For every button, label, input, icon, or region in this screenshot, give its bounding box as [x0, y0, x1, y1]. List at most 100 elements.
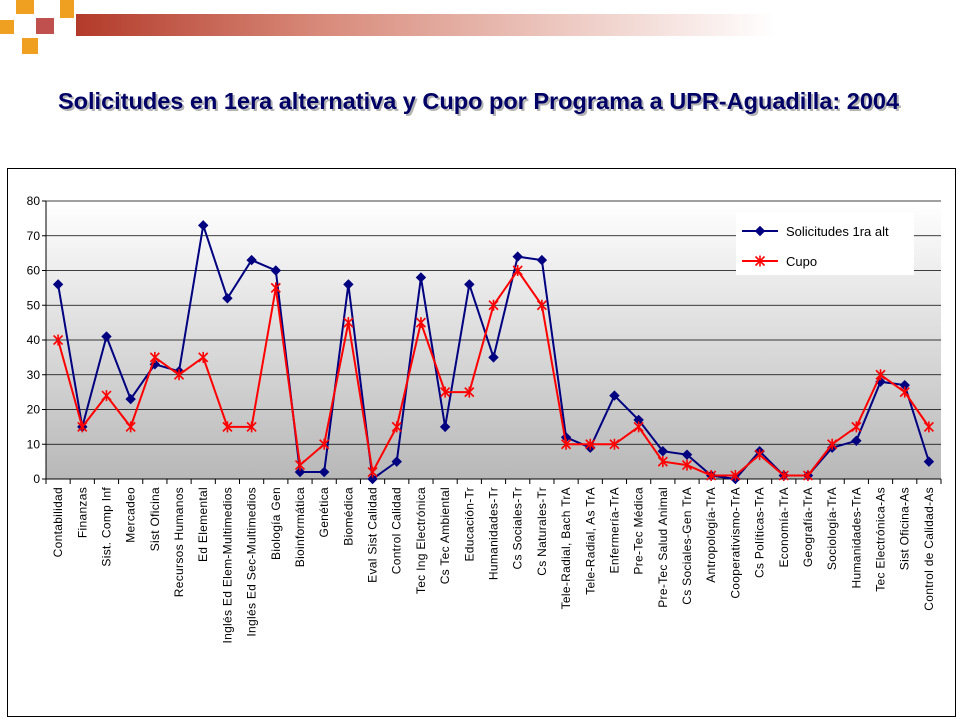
data-point — [706, 470, 717, 482]
y-axis-ticks: 0 10 20 30 40 50 60 70 80 — [27, 194, 46, 486]
data-point — [318, 466, 330, 478]
legend-marker — [754, 225, 766, 237]
data-point — [294, 459, 306, 471]
x-tick-label: Sist. Comp Inf — [99, 487, 113, 567]
data-point — [827, 438, 838, 450]
x-tick-label: Enfermería-TrA — [607, 487, 621, 573]
data-point — [488, 299, 499, 311]
data-point — [367, 473, 378, 485]
data-point — [391, 421, 402, 433]
x-tick-label: Control de Calidad-As — [922, 487, 936, 611]
data-point — [343, 279, 354, 290]
y-tick-label: 10 — [27, 437, 41, 451]
x-tick-label: Geografía-TrA — [801, 487, 815, 567]
data-point — [802, 470, 814, 482]
data-point — [464, 386, 475, 398]
x-tick-label: Biología Gen — [269, 487, 283, 560]
x-tick-label: Economía-TrA — [777, 487, 791, 568]
data-point — [464, 279, 475, 290]
x-tick-label: Sist Oficina — [148, 487, 162, 551]
data-point — [512, 265, 523, 276]
data-point — [246, 254, 257, 266]
data-point — [270, 265, 282, 276]
legend-item: Cupo — [742, 254, 817, 269]
data-point — [561, 438, 572, 450]
data-point — [415, 272, 427, 283]
series-cupo — [53, 265, 934, 482]
x-tick-label: Humanidades-TrA — [849, 487, 863, 588]
line-chart: 0 10 20 30 40 50 60 70 80 Contabilidad Finanzas Si… — [27, 194, 942, 644]
data-point — [609, 390, 620, 401]
y-tick-label: 30 — [27, 368, 41, 382]
data-point — [222, 421, 233, 433]
data-point — [77, 421, 88, 433]
red-gradient-bar — [76, 14, 776, 36]
x-tick-label: Tele-Radial, As TrA — [583, 487, 597, 595]
data-point — [367, 466, 378, 478]
x-tick-label: Control Calidad — [390, 487, 404, 574]
x-tick-label: Genética — [317, 487, 331, 537]
data-point — [536, 299, 547, 311]
x-tick-label: Mercadeo — [124, 487, 138, 543]
x-tick-label: Humanidades-Tr — [487, 487, 501, 580]
data-point — [536, 254, 548, 266]
data-point — [173, 369, 185, 381]
legend-box — [736, 213, 914, 275]
data-point — [440, 386, 451, 398]
x-tick-label: Contabilidad — [51, 487, 65, 557]
x-tick-label: Cs Políticas-TrA — [753, 487, 767, 578]
legend-marker — [754, 255, 766, 267]
x-tick-label: Tec Ing Electrónica — [414, 487, 428, 594]
title-decoration — [0, 0, 776, 54]
x-tick-label: Sist Oficina-As — [898, 487, 912, 570]
data-point — [609, 438, 620, 450]
data-point — [101, 390, 112, 402]
x-tick-label: Biomédica — [341, 487, 355, 546]
data-point — [125, 393, 136, 405]
x-tick-label: Cs Sociales-Tr — [511, 487, 525, 569]
data-point — [198, 351, 209, 363]
data-point — [875, 369, 886, 381]
x-tick-label: Tele-Radial, Bach TrA — [559, 487, 573, 609]
x-axis-ticks: Contabilidad Finanzas Sist. Comp Inf Mercad… — [45, 479, 942, 644]
x-tick-label: Ed Elemental — [196, 487, 210, 562]
data-point — [681, 449, 693, 460]
x-tick-label: Pre-Tec Médica — [632, 487, 646, 575]
x-tick-label: Recursos Humanos — [172, 487, 186, 597]
y-tick-label: 40 — [27, 333, 41, 347]
data-point — [730, 470, 741, 482]
x-tick-label: Pre-Tec Salud Animal — [656, 487, 670, 608]
data-point — [101, 331, 112, 342]
x-tick-label: Sociología-TrA — [825, 487, 839, 570]
data-point — [198, 220, 209, 231]
x-tick-label: Educación-Tr — [462, 487, 476, 562]
data-point — [319, 438, 330, 450]
x-tick-label: Finanzas — [75, 487, 89, 538]
x-tick-label: Cs Sociales-Gen TrA — [680, 487, 694, 605]
data-point — [53, 334, 64, 346]
data-point — [391, 456, 402, 467]
y-tick-label: 70 — [27, 229, 41, 243]
slide-title: Solicitudes en 1era alternativa y Cupo p… — [58, 88, 900, 114]
x-tick-label: Cooperativismo-TrA — [728, 487, 742, 599]
x-tick-label: Cs Naturales-Tr — [535, 487, 549, 576]
x-tick-label: Cs Tec Ambiental — [438, 487, 452, 584]
data-point — [851, 435, 862, 446]
data-point — [681, 459, 693, 471]
x-tick-label: Inglés Ed Sec-Multimedios — [245, 487, 259, 637]
data-point — [923, 456, 935, 467]
chart-frame: 0 10 20 30 40 50 60 70 80 Contabilidad Finanzas Si… — [7, 168, 956, 717]
x-tick-label: Bioinformática — [293, 487, 307, 567]
orange-square-top — [16, 0, 34, 14]
legend-item: Solicitudes 1ra alt — [742, 224, 889, 239]
data-point — [149, 351, 160, 363]
y-tick-label: 50 — [27, 298, 41, 312]
data-point — [778, 470, 789, 482]
x-tick-label: Antropología-TrA — [704, 487, 718, 583]
red-square-mid — [36, 18, 54, 34]
data-point — [415, 317, 426, 329]
orange-square-left — [0, 20, 14, 34]
data-point — [754, 449, 765, 461]
data-point — [851, 421, 862, 433]
y-tick-label: 0 — [33, 472, 40, 486]
